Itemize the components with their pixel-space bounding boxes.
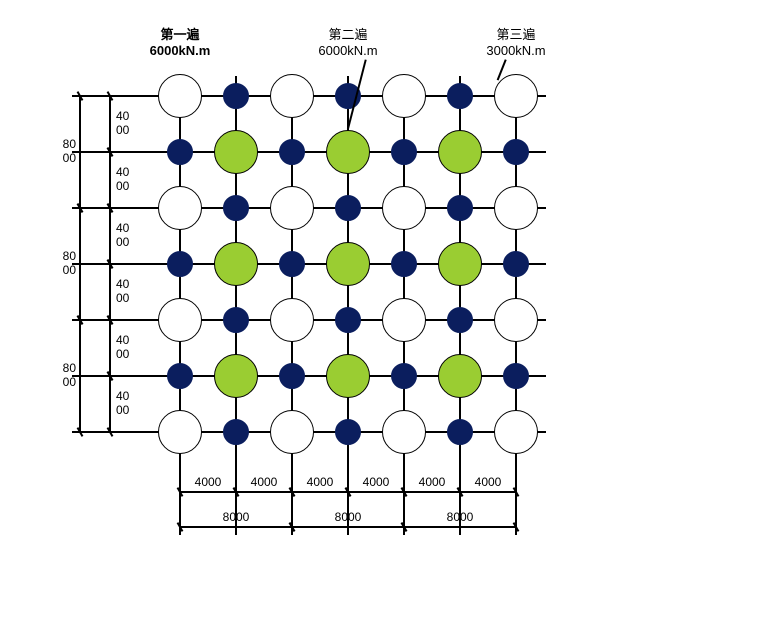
pass-label: 第一遍 (160, 28, 199, 43)
pass2-point (214, 354, 258, 398)
dim-label-4000: 40 00 (116, 334, 129, 362)
dim-line (180, 526, 516, 528)
pass1-point (158, 74, 202, 118)
pass3-point (167, 251, 193, 277)
pass-label: 第三遍 (496, 28, 535, 43)
dim-label-4000: 4000 (251, 476, 278, 490)
pass1-point (270, 74, 314, 118)
pass1-point (382, 410, 426, 454)
pass3-point (391, 363, 417, 389)
pass3-point (279, 139, 305, 165)
pass3-point (167, 363, 193, 389)
pass-energy: 3000kN.m (486, 44, 545, 59)
pass3-point (503, 139, 529, 165)
pass1-point (494, 410, 538, 454)
dim-label-4000: 4000 (419, 476, 446, 490)
dim-label-4000: 4000 (363, 476, 390, 490)
pass1-point (158, 186, 202, 230)
dim-label-4000: 4000 (307, 476, 334, 490)
dim-label-8000: 8000 (447, 511, 474, 525)
pass2-point (326, 130, 370, 174)
pass3-point (503, 363, 529, 389)
pass-energy: 6000kN.m (150, 44, 211, 59)
pass1-point (382, 298, 426, 342)
dim-label-8000: 8000 (223, 511, 250, 525)
pass3-point (223, 195, 249, 221)
pass2-point (214, 130, 258, 174)
pass3-point (447, 419, 473, 445)
pass2-point (438, 354, 482, 398)
pass1-point (270, 298, 314, 342)
pass3-point (391, 251, 417, 277)
pass3-point (335, 195, 361, 221)
pass3-point (223, 419, 249, 445)
dim-label-8000: 80 00 (63, 138, 76, 166)
pass-energy: 6000kN.m (318, 44, 377, 59)
dim-label-4000: 40 00 (116, 278, 129, 306)
pass3-point (223, 307, 249, 333)
dim-label-4000: 40 00 (116, 390, 129, 418)
dim-label-8000: 80 00 (63, 362, 76, 390)
pass3-point (503, 251, 529, 277)
pass1-point (270, 410, 314, 454)
pass1-point (270, 186, 314, 230)
dim-label-8000: 80 00 (63, 250, 76, 278)
pass1-point (494, 186, 538, 230)
pass3-point (391, 139, 417, 165)
pass1-point (158, 298, 202, 342)
pass2-point (326, 242, 370, 286)
pass3-point (335, 419, 361, 445)
pass3-point (223, 83, 249, 109)
dim-line (79, 96, 81, 432)
pass1-point (494, 74, 538, 118)
dim-label-4000: 4000 (475, 476, 502, 490)
pass1-point (158, 410, 202, 454)
pass2-point (438, 242, 482, 286)
pass3-point (167, 139, 193, 165)
dim-label-4000: 40 00 (116, 166, 129, 194)
pass2-point (326, 354, 370, 398)
pass3-point (447, 307, 473, 333)
pass1-point (382, 186, 426, 230)
pass3-point (335, 307, 361, 333)
pass2-point (214, 242, 258, 286)
dim-label-4000: 40 00 (116, 110, 129, 138)
dim-label-4000: 4000 (195, 476, 222, 490)
pass3-point (447, 195, 473, 221)
pass1-point (382, 74, 426, 118)
dim-label-8000: 8000 (335, 511, 362, 525)
pass1-point (494, 298, 538, 342)
pass3-point (447, 83, 473, 109)
dim-label-4000: 40 00 (116, 222, 129, 250)
diagram-stage: 第一遍6000kN.m第二遍6000kN.m第三遍3000kN.m40 0040… (0, 0, 760, 624)
pass-label: 第二遍 (328, 28, 367, 43)
pass3-point (279, 251, 305, 277)
pass2-point (438, 130, 482, 174)
pass3-point (279, 363, 305, 389)
